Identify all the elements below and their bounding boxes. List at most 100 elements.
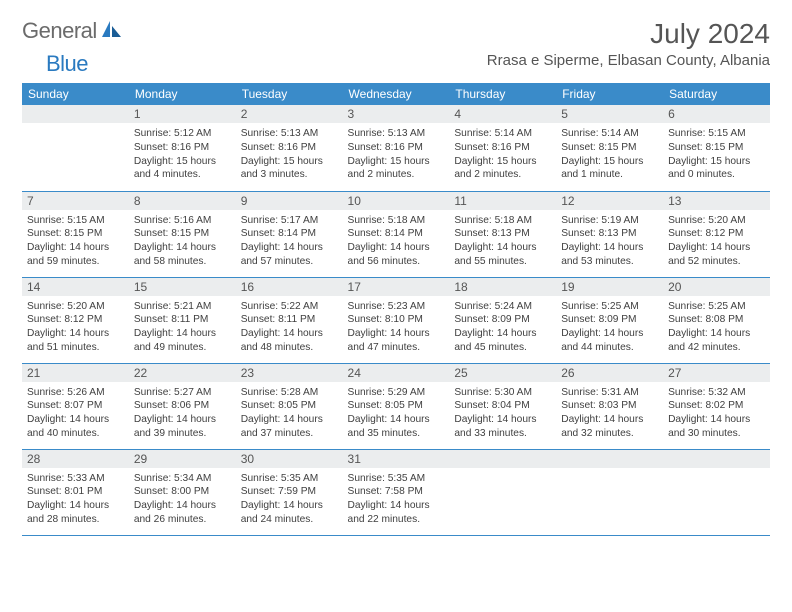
calendar-day-cell: 9Sunrise: 5:17 AMSunset: 8:14 PMDaylight… (236, 191, 343, 277)
weekday-header: Sunday (22, 83, 129, 105)
day-number-bar: 11 (449, 192, 556, 211)
logo-text-blue-row: Blue (22, 51, 770, 77)
weekday-header: Thursday (449, 83, 556, 105)
calendar-body: 1Sunrise: 5:12 AMSunset: 8:16 PMDaylight… (22, 105, 770, 535)
calendar-week-row: 21Sunrise: 5:26 AMSunset: 8:07 PMDayligh… (22, 363, 770, 449)
day-number-bar: 17 (343, 278, 450, 297)
logo: General (22, 18, 125, 44)
day-body: Sunrise: 5:18 AMSunset: 8:13 PMDaylight:… (449, 211, 556, 273)
day-number-bar: 28 (22, 450, 129, 469)
calendar-week-row: 7Sunrise: 5:15 AMSunset: 8:15 PMDaylight… (22, 191, 770, 277)
calendar-week-row: 28Sunrise: 5:33 AMSunset: 8:01 PMDayligh… (22, 449, 770, 535)
calendar-day-cell: 25Sunrise: 5:30 AMSunset: 8:04 PMDayligh… (449, 363, 556, 449)
calendar-day-cell: 26Sunrise: 5:31 AMSunset: 8:03 PMDayligh… (556, 363, 663, 449)
calendar-day-cell: 4Sunrise: 5:14 AMSunset: 8:16 PMDaylight… (449, 105, 556, 191)
calendar-day-cell: 3Sunrise: 5:13 AMSunset: 8:16 PMDaylight… (343, 105, 450, 191)
calendar-day-cell: 31Sunrise: 5:35 AMSunset: 7:58 PMDayligh… (343, 449, 450, 535)
day-body (663, 469, 770, 529)
calendar-day-cell: 2Sunrise: 5:13 AMSunset: 8:16 PMDaylight… (236, 105, 343, 191)
calendar-day-cell: 11Sunrise: 5:18 AMSunset: 8:13 PMDayligh… (449, 191, 556, 277)
day-number-bar: 4 (449, 105, 556, 124)
day-body: Sunrise: 5:19 AMSunset: 8:13 PMDaylight:… (556, 211, 663, 273)
day-body: Sunrise: 5:35 AMSunset: 7:58 PMDaylight:… (343, 469, 450, 531)
day-body (556, 469, 663, 529)
day-number-bar: 13 (663, 192, 770, 211)
day-body: Sunrise: 5:20 AMSunset: 8:12 PMDaylight:… (22, 297, 129, 359)
calendar-day-cell: 12Sunrise: 5:19 AMSunset: 8:13 PMDayligh… (556, 191, 663, 277)
day-body: Sunrise: 5:15 AMSunset: 8:15 PMDaylight:… (663, 124, 770, 186)
day-body: Sunrise: 5:22 AMSunset: 8:11 PMDaylight:… (236, 297, 343, 359)
calendar-week-row: 1Sunrise: 5:12 AMSunset: 8:16 PMDaylight… (22, 105, 770, 191)
calendar-day-cell: 19Sunrise: 5:25 AMSunset: 8:09 PMDayligh… (556, 277, 663, 363)
day-number-bar: 25 (449, 364, 556, 383)
calendar-day-cell: 5Sunrise: 5:14 AMSunset: 8:15 PMDaylight… (556, 105, 663, 191)
day-number-bar: 2 (236, 105, 343, 124)
day-number-bar: 12 (556, 192, 663, 211)
day-number-bar: 26 (556, 364, 663, 383)
calendar-day-cell: 10Sunrise: 5:18 AMSunset: 8:14 PMDayligh… (343, 191, 450, 277)
day-body: Sunrise: 5:13 AMSunset: 8:16 PMDaylight:… (343, 124, 450, 186)
day-number-bar: 22 (129, 364, 236, 383)
day-number-bar: 8 (129, 192, 236, 211)
calendar-day-cell: 13Sunrise: 5:20 AMSunset: 8:12 PMDayligh… (663, 191, 770, 277)
day-body: Sunrise: 5:26 AMSunset: 8:07 PMDaylight:… (22, 383, 129, 445)
day-number-bar: 31 (343, 450, 450, 469)
day-number-bar: 19 (556, 278, 663, 297)
day-number-bar (449, 450, 556, 469)
month-title: July 2024 (487, 18, 770, 50)
day-body: Sunrise: 5:35 AMSunset: 7:59 PMDaylight:… (236, 469, 343, 531)
calendar-day-cell: 8Sunrise: 5:16 AMSunset: 8:15 PMDaylight… (129, 191, 236, 277)
day-body: Sunrise: 5:34 AMSunset: 8:00 PMDaylight:… (129, 469, 236, 531)
calendar-day-cell: 28Sunrise: 5:33 AMSunset: 8:01 PMDayligh… (22, 449, 129, 535)
weekday-header-row: SundayMondayTuesdayWednesdayThursdayFrid… (22, 83, 770, 105)
day-number-bar: 27 (663, 364, 770, 383)
day-body: Sunrise: 5:18 AMSunset: 8:14 PMDaylight:… (343, 211, 450, 273)
day-number-bar: 10 (343, 192, 450, 211)
calendar-day-cell (556, 449, 663, 535)
calendar-day-cell (449, 449, 556, 535)
weekday-header: Friday (556, 83, 663, 105)
day-body: Sunrise: 5:25 AMSunset: 8:08 PMDaylight:… (663, 297, 770, 359)
calendar-day-cell: 24Sunrise: 5:29 AMSunset: 8:05 PMDayligh… (343, 363, 450, 449)
day-number-bar: 21 (22, 364, 129, 383)
day-body: Sunrise: 5:29 AMSunset: 8:05 PMDaylight:… (343, 383, 450, 445)
day-body: Sunrise: 5:31 AMSunset: 8:03 PMDaylight:… (556, 383, 663, 445)
day-number-bar: 3 (343, 105, 450, 124)
day-body: Sunrise: 5:33 AMSunset: 8:01 PMDaylight:… (22, 469, 129, 531)
calendar-day-cell: 15Sunrise: 5:21 AMSunset: 8:11 PMDayligh… (129, 277, 236, 363)
day-body: Sunrise: 5:32 AMSunset: 8:02 PMDaylight:… (663, 383, 770, 445)
calendar-day-cell (663, 449, 770, 535)
weekday-header: Saturday (663, 83, 770, 105)
weekday-header: Wednesday (343, 83, 450, 105)
day-number-bar: 30 (236, 450, 343, 469)
calendar-day-cell: 23Sunrise: 5:28 AMSunset: 8:05 PMDayligh… (236, 363, 343, 449)
day-body: Sunrise: 5:20 AMSunset: 8:12 PMDaylight:… (663, 211, 770, 273)
day-number-bar: 20 (663, 278, 770, 297)
calendar-day-cell: 14Sunrise: 5:20 AMSunset: 8:12 PMDayligh… (22, 277, 129, 363)
day-body: Sunrise: 5:28 AMSunset: 8:05 PMDaylight:… (236, 383, 343, 445)
calendar-day-cell: 18Sunrise: 5:24 AMSunset: 8:09 PMDayligh… (449, 277, 556, 363)
day-body: Sunrise: 5:24 AMSunset: 8:09 PMDaylight:… (449, 297, 556, 359)
day-number-bar: 15 (129, 278, 236, 297)
day-number-bar: 29 (129, 450, 236, 469)
calendar-day-cell: 17Sunrise: 5:23 AMSunset: 8:10 PMDayligh… (343, 277, 450, 363)
calendar-day-cell: 20Sunrise: 5:25 AMSunset: 8:08 PMDayligh… (663, 277, 770, 363)
sails-icon (101, 19, 123, 44)
calendar-week-row: 14Sunrise: 5:20 AMSunset: 8:12 PMDayligh… (22, 277, 770, 363)
calendar-day-cell: 29Sunrise: 5:34 AMSunset: 8:00 PMDayligh… (129, 449, 236, 535)
calendar-day-cell: 21Sunrise: 5:26 AMSunset: 8:07 PMDayligh… (22, 363, 129, 449)
day-number-bar (663, 450, 770, 469)
day-number-bar: 23 (236, 364, 343, 383)
logo-text-general: General (22, 18, 97, 44)
day-number-bar: 5 (556, 105, 663, 124)
calendar-day-cell: 7Sunrise: 5:15 AMSunset: 8:15 PMDaylight… (22, 191, 129, 277)
day-body: Sunrise: 5:23 AMSunset: 8:10 PMDaylight:… (343, 297, 450, 359)
calendar-day-cell: 1Sunrise: 5:12 AMSunset: 8:16 PMDaylight… (129, 105, 236, 191)
calendar-day-cell: 16Sunrise: 5:22 AMSunset: 8:11 PMDayligh… (236, 277, 343, 363)
day-number-bar (22, 105, 129, 124)
day-body: Sunrise: 5:15 AMSunset: 8:15 PMDaylight:… (22, 211, 129, 273)
day-number-bar: 7 (22, 192, 129, 211)
day-number-bar: 18 (449, 278, 556, 297)
day-number-bar: 14 (22, 278, 129, 297)
calendar-day-cell: 27Sunrise: 5:32 AMSunset: 8:02 PMDayligh… (663, 363, 770, 449)
